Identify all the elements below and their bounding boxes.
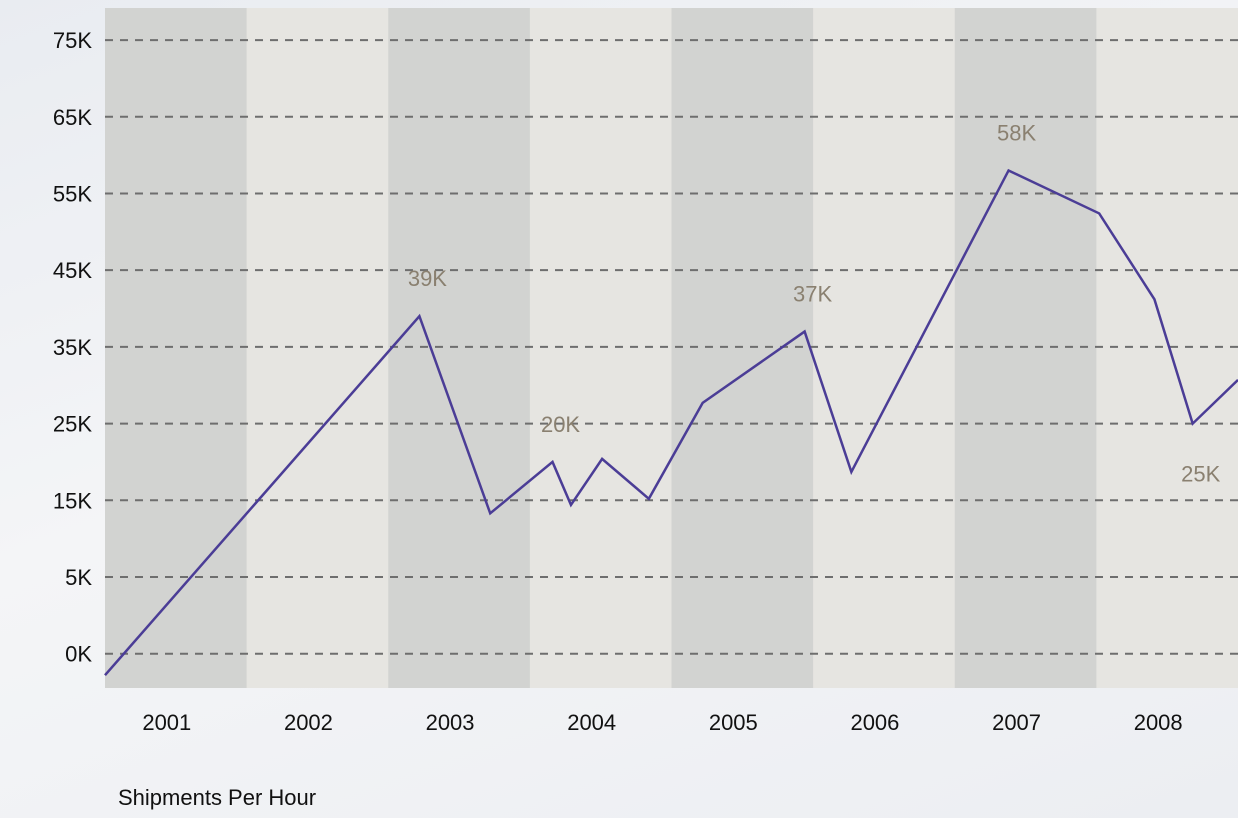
year-band (813, 8, 956, 688)
y-tick-label: 45K (53, 258, 92, 283)
year-band (246, 8, 389, 688)
data-label: 25K (1181, 462, 1220, 487)
year-band (529, 8, 672, 688)
bands (105, 8, 1238, 688)
data-label: 58K (997, 120, 1036, 145)
x-tick-label: 2003 (426, 710, 475, 735)
x-tick-label: 2005 (709, 710, 758, 735)
y-tick-label: 65K (53, 105, 92, 130)
y-tick-label: 15K (53, 488, 92, 513)
y-tick-label: 55K (53, 181, 92, 206)
data-label: 20K (541, 412, 580, 437)
y-tick-label: 0K (65, 642, 92, 667)
data-label: 39K (408, 266, 447, 291)
x-tick-label: 2008 (1134, 710, 1183, 735)
x-tick-label: 2006 (850, 710, 899, 735)
y-tick-label: 5K (65, 565, 92, 590)
y-tick-label: 35K (53, 335, 92, 360)
year-band (105, 8, 248, 688)
x-tick-label: 2007 (992, 710, 1041, 735)
year-band (388, 8, 531, 688)
x-axis-label: Shipments Per Hour (118, 785, 316, 810)
x-tick-label: 2002 (284, 710, 333, 735)
year-band (671, 8, 814, 688)
x-tick-label: 2004 (567, 710, 616, 735)
data-label: 37K (793, 282, 832, 307)
year-band (1096, 8, 1238, 688)
y-tick-label: 75K (53, 28, 92, 53)
x-tick-label: 2001 (142, 710, 191, 735)
year-band (954, 8, 1097, 688)
y-tick-label: 25K (53, 412, 92, 437)
series-line (104, 168, 1238, 677)
